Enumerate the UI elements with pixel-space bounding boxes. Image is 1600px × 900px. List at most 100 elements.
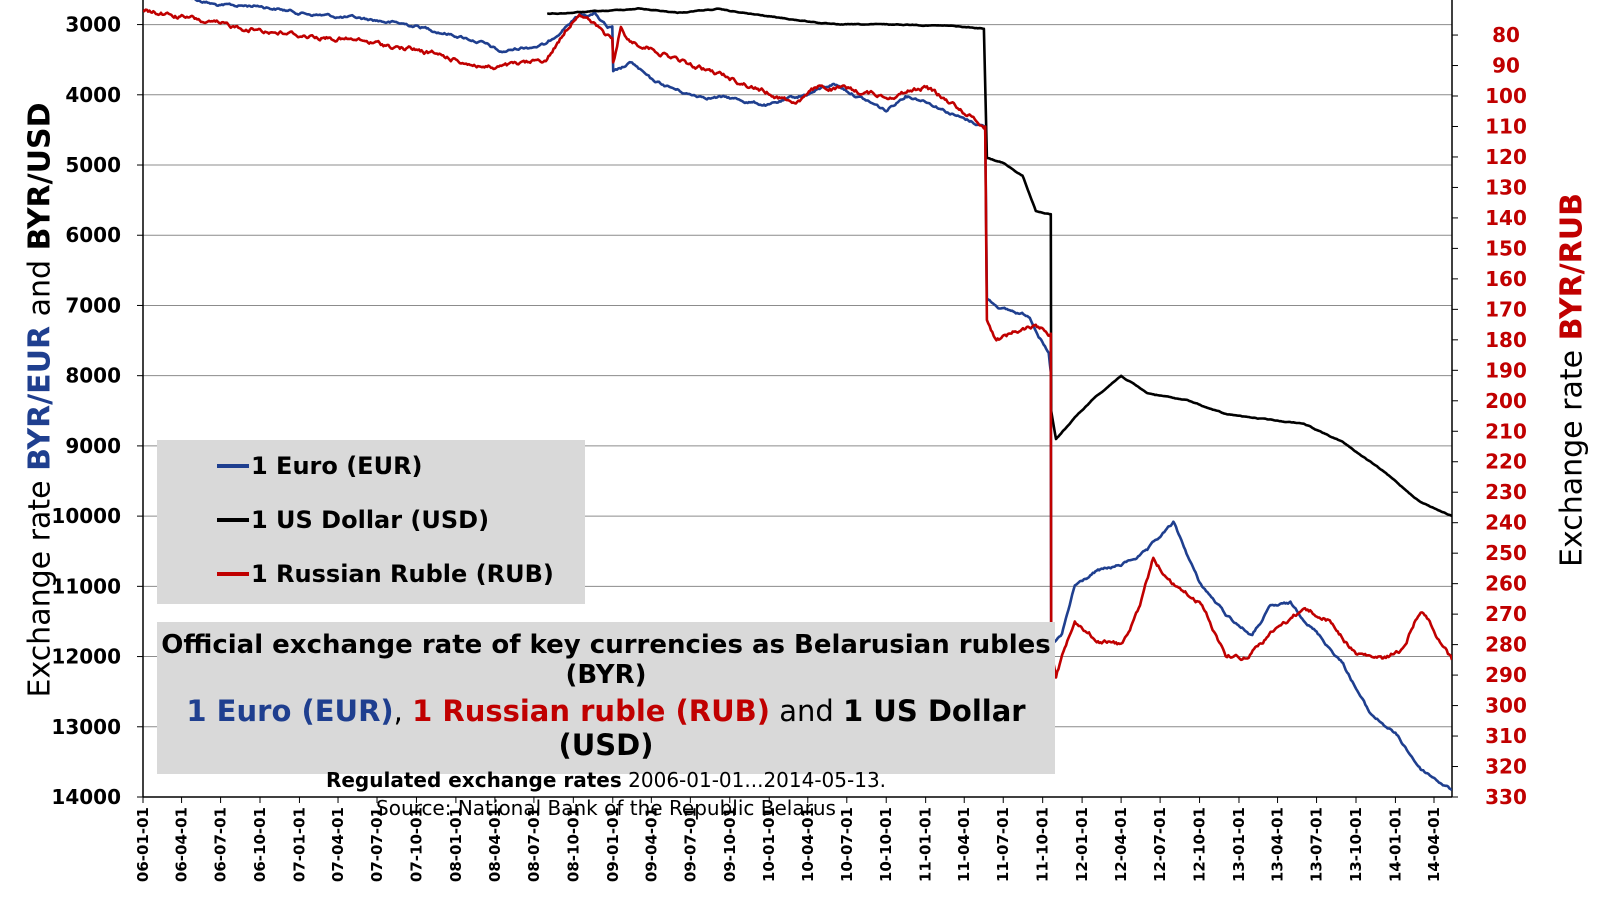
x-tick-label: 14-01-01 (1386, 807, 1404, 882)
legend: 1 Euro (EUR) 1 US Dollar (USD) 1 Russian… (157, 440, 585, 604)
x-tick-label: 11-04-01 (955, 807, 973, 882)
right-tick-label: 250 (1485, 541, 1527, 565)
x-tick-label: 14-04-01 (1425, 807, 1443, 882)
legend-item-eur: 1 Euro (EUR) (217, 452, 423, 480)
right-tick-label: 260 (1485, 572, 1527, 596)
right-tick-label: 230 (1485, 480, 1527, 504)
legend-swatch-rub (217, 572, 249, 576)
left-tick-label: 11000 (51, 574, 121, 598)
right-tick-label: 190 (1485, 358, 1527, 382)
y-axis-label-right: Exchange rate BYR/RUB (1555, 193, 1590, 567)
x-tick-label: 10-10-01 (877, 807, 895, 882)
text-part: 1 US Dollar (USD) (558, 694, 1026, 762)
right-tick-label: 280 (1485, 633, 1527, 657)
legend-item-usd: 1 US Dollar (USD) (217, 506, 489, 534)
text-part: BYR/EUR (22, 325, 58, 471)
left-tick-label: 6000 (65, 223, 121, 247)
x-tick-label: 09-10-01 (721, 807, 739, 882)
x-tick-label: 07-10-01 (407, 807, 425, 882)
right-tick-label: 90 (1492, 54, 1520, 78)
x-tick-label: 08-10-01 (564, 807, 582, 882)
text-part: BYR/USD (22, 102, 58, 251)
left-tick-label: 9000 (65, 434, 121, 458)
chart-note-rest: 2006-01-01...2014-05-13. (621, 768, 887, 792)
right-tick-label: 130 (1485, 175, 1527, 199)
x-tick-label: 13-10-01 (1347, 807, 1365, 882)
x-ticks: 06-01-01 06-04-01 06-07-01 06-10-01 07-01-01… (134, 797, 1443, 882)
right-tick-label: 270 (1485, 602, 1527, 626)
chart-title-box: Official exchange rate of key currencies… (157, 622, 1055, 820)
right-tick-label: 210 (1485, 419, 1527, 443)
chart-title: Official exchange rate of key currencies… (161, 630, 1051, 690)
chart-note: Regulated exchange rates 2006-01-01...20… (157, 768, 1055, 792)
text-part: and (22, 250, 58, 326)
x-tick-label: 10-07-01 (838, 807, 856, 882)
left-tick-label: 8000 (65, 364, 121, 388)
x-tick-label: 11-10-01 (1034, 807, 1052, 882)
x-tick-label: 12-01-01 (1073, 807, 1091, 882)
x-tick-label: 09-07-01 (681, 807, 699, 882)
x-tick-label: 08-07-01 (525, 807, 543, 882)
series-line-1-euro-eur (191, 0, 1452, 792)
legend-label-usd: 1 US Dollar (USD) (251, 506, 490, 534)
x-tick-label: 07-01-01 (290, 807, 308, 882)
right-tick-label: 80 (1492, 23, 1520, 47)
right-tick-label: 100 (1485, 84, 1527, 108)
x-tick-label: 06-04-01 (173, 807, 191, 882)
left-tick-label: 10000 (51, 504, 121, 528)
right-tick-label: 300 (1485, 694, 1527, 718)
right-tick-label: 310 (1485, 724, 1527, 748)
x-tick-label: 06-10-01 (251, 807, 269, 882)
x-tick-label: 12-07-01 (1151, 807, 1169, 882)
x-tick-label: 13-04-01 (1269, 807, 1287, 882)
legend-item-rub: 1 Russian Ruble (RUB) (217, 560, 554, 588)
x-tick-label: 12-04-01 (1112, 807, 1130, 882)
x-tick-label: 10-04-01 (799, 807, 817, 882)
series-lines (143, 0, 1452, 792)
right-tick-label: 180 (1485, 328, 1527, 352)
legend-swatch-eur (217, 464, 249, 468)
left-tick-label: 5000 (65, 153, 121, 177)
right-y-ticks: 80 90 100 110 120 130 140 150 160 170 180 190 200 210… (1452, 23, 1527, 809)
left-tick-label: 14000 (51, 785, 121, 809)
x-tick-label: 09-01-01 (604, 807, 622, 882)
left-y-ticks: 3000 4000 5000 6000 7000 8000 9000 10000 11000 12… (51, 13, 143, 809)
text-part: Exchange rate (1554, 340, 1590, 567)
right-tick-label: 160 (1485, 267, 1527, 291)
chart-note-bold: Regulated exchange rates (325, 768, 622, 792)
legend-label-rub: 1 Russian Ruble (RUB) (251, 560, 554, 588)
x-tick-label: 12-10-01 (1191, 807, 1209, 882)
left-tick-label: 12000 (51, 645, 121, 669)
text-part: and (770, 694, 844, 728)
right-tick-label: 290 (1485, 663, 1527, 687)
left-tick-label: 3000 (65, 13, 121, 37)
right-tick-label: 140 (1485, 206, 1527, 230)
series-line-1-us-dollar-usd (546, 7, 1452, 518)
x-tick-label: 08-01-01 (447, 807, 465, 882)
x-tick-label: 11-01-01 (917, 807, 935, 882)
x-tick-label: 07-07-01 (368, 807, 386, 882)
x-tick-label: 13-07-01 (1308, 807, 1326, 882)
chart-source: Source: National Bank of the Republic Be… (376, 796, 836, 820)
right-tick-label: 120 (1485, 145, 1527, 169)
text-part: 1 Russian ruble (RUB) (412, 694, 771, 728)
right-tick-label: 110 (1485, 114, 1527, 138)
right-tick-label: 220 (1485, 450, 1527, 474)
right-tick-label: 330 (1485, 785, 1527, 809)
x-tick-label: 06-01-01 (134, 807, 152, 882)
text-part: Exchange rate (22, 470, 58, 698)
x-tick-label: 11-07-01 (994, 807, 1012, 882)
x-tick-label: 08-04-01 (486, 807, 504, 882)
x-tick-label: 10-01-01 (760, 807, 778, 882)
legend-label-eur: 1 Euro (EUR) (251, 452, 423, 480)
axes (142, 0, 1453, 798)
left-tick-label: 13000 (51, 715, 121, 739)
left-tick-label: 7000 (65, 293, 121, 317)
x-tick-label: 09-04-01 (642, 807, 660, 882)
right-tick-label: 150 (1485, 236, 1527, 260)
x-tick-label: 07-04-01 (329, 807, 347, 882)
x-tick-label: 13-01-01 (1230, 807, 1248, 882)
chart-subtitle: 1 Euro (EUR), 1 Russian ruble (RUB) and … (157, 694, 1055, 762)
text-part: BYR/RUB (1554, 193, 1590, 341)
right-tick-label: 320 (1485, 755, 1527, 779)
